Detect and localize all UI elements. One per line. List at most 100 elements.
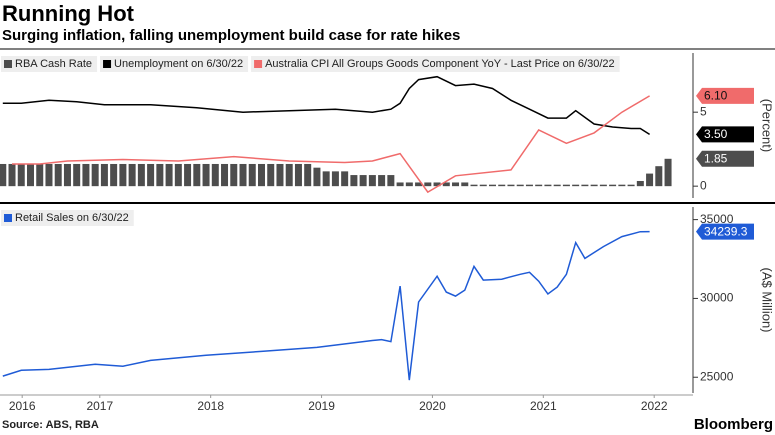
bar xyxy=(378,175,386,187)
last-value-label: 1.85 xyxy=(704,151,728,165)
source: Source: ABS, RBA xyxy=(2,419,99,431)
bar xyxy=(137,163,145,187)
bar xyxy=(221,163,229,187)
line xyxy=(12,95,650,194)
bar xyxy=(461,182,469,187)
bar xyxy=(73,163,81,187)
legend-swatch xyxy=(254,60,263,68)
bar xyxy=(627,184,635,187)
legend-bg xyxy=(1,210,134,226)
bar xyxy=(285,163,293,187)
last-value-tag xyxy=(696,87,754,104)
bar xyxy=(8,163,16,187)
bar xyxy=(276,163,284,187)
line xyxy=(2,75,651,136)
x-tick-label: 2022 xyxy=(641,399,668,413)
bar xyxy=(322,171,330,187)
bar xyxy=(599,184,607,187)
bar xyxy=(331,171,339,187)
chart-subtitle: Surging inflation, falling unemployment … xyxy=(2,27,460,44)
bar xyxy=(535,184,543,187)
legend-label: Australia CPI All Groups Goods Component… xyxy=(265,58,615,70)
bar xyxy=(17,163,25,187)
bar xyxy=(45,163,53,187)
bar xyxy=(368,175,376,187)
bar xyxy=(0,163,7,187)
bar xyxy=(553,184,561,187)
bar xyxy=(618,184,626,187)
last-value-tag xyxy=(696,126,754,143)
bar xyxy=(304,163,312,187)
last-value-tag xyxy=(696,223,754,240)
bar xyxy=(239,163,247,187)
legend-bg xyxy=(251,56,620,72)
bar xyxy=(470,184,478,187)
bar xyxy=(581,184,589,187)
bar xyxy=(193,163,201,187)
bar xyxy=(442,182,450,187)
last-value-label: 3.50 xyxy=(704,127,728,141)
last-value-label: 34239.3 xyxy=(704,224,748,238)
legend-swatch xyxy=(4,60,12,68)
legend-swatch xyxy=(4,214,12,222)
legend-label: Unemployment on 6/30/22 xyxy=(114,58,243,70)
x-tick-label: 2018 xyxy=(197,399,224,413)
x-tick-label: 2020 xyxy=(419,399,446,413)
bar xyxy=(184,163,192,187)
bar xyxy=(211,163,219,187)
bar xyxy=(165,163,173,187)
bar xyxy=(396,182,404,187)
bar xyxy=(544,184,552,187)
bar xyxy=(110,163,118,187)
y-tick-label: 5 xyxy=(700,104,707,118)
bar xyxy=(655,166,663,187)
bar xyxy=(202,163,210,187)
bar xyxy=(174,163,182,187)
legend-label: RBA Cash Rate xyxy=(15,58,92,70)
y-tick-label: 35000 xyxy=(700,212,734,226)
legend-bg xyxy=(1,56,98,72)
bar xyxy=(248,163,256,187)
bar xyxy=(156,163,164,187)
bar xyxy=(26,163,34,187)
last-value-tag xyxy=(696,150,754,167)
bar xyxy=(424,182,432,187)
bar xyxy=(405,182,413,187)
y-axis-title: (A$ Million) xyxy=(760,267,775,332)
bar xyxy=(257,163,265,187)
bar xyxy=(488,184,496,187)
bar xyxy=(82,163,90,187)
bar xyxy=(387,175,395,187)
bar xyxy=(359,175,367,187)
bar xyxy=(350,175,358,187)
plot-area xyxy=(2,230,650,381)
bar xyxy=(433,182,441,187)
bar xyxy=(498,184,506,187)
last-value-label: 6.10 xyxy=(704,89,728,103)
bar xyxy=(100,163,108,187)
bar xyxy=(479,184,487,187)
plot-area xyxy=(0,75,672,194)
x-tick-label: 2016 xyxy=(9,399,36,413)
bar xyxy=(267,163,275,187)
legend-label: Retail Sales on 6/30/22 xyxy=(15,212,129,224)
bar xyxy=(590,184,598,187)
bar xyxy=(572,184,580,187)
chart-title: Running Hot xyxy=(2,1,135,26)
bar xyxy=(516,184,524,187)
x-tick-label: 2021 xyxy=(530,399,557,413)
line xyxy=(2,230,650,381)
legend-bg xyxy=(100,56,249,72)
bar xyxy=(636,180,644,187)
bar xyxy=(147,163,155,187)
x-tick-label: 2017 xyxy=(86,399,113,413)
bar xyxy=(525,184,533,187)
bar xyxy=(63,163,71,187)
bar xyxy=(415,182,423,187)
y-axis-title: (Percent) xyxy=(760,99,775,152)
bar xyxy=(609,184,617,187)
x-tick-label: 2019 xyxy=(308,399,335,413)
y-tick-label: 30000 xyxy=(700,291,734,305)
bar xyxy=(294,163,302,187)
